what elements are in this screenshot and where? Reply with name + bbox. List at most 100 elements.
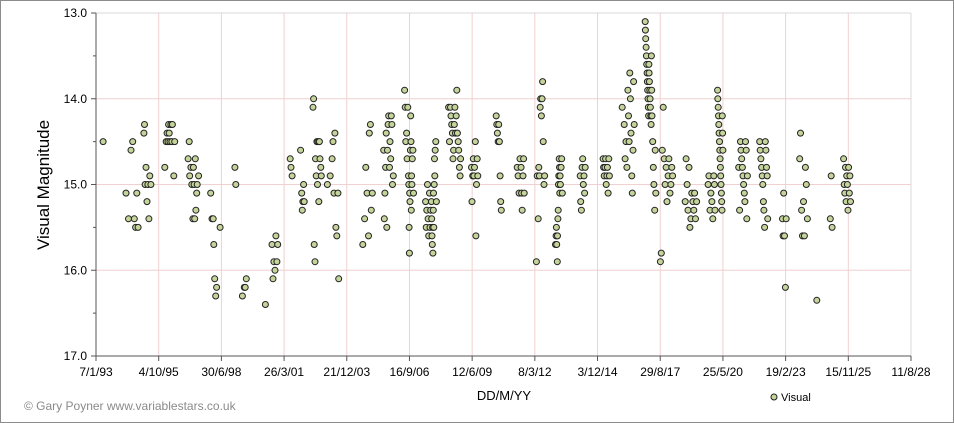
data-point xyxy=(125,215,132,223)
data-point xyxy=(741,198,749,206)
data-point xyxy=(649,163,657,171)
data-point xyxy=(580,172,588,180)
data-point xyxy=(708,198,716,206)
data-point xyxy=(127,146,135,154)
data-point xyxy=(495,121,503,128)
data-point xyxy=(641,18,649,26)
data-point xyxy=(449,155,457,163)
data-point xyxy=(410,189,417,197)
data-point xyxy=(210,241,218,248)
data-point xyxy=(298,206,306,214)
axes xyxy=(91,12,912,361)
x-tick-label: 8/3/12 xyxy=(518,365,552,379)
x-tick-label: 30/6/98 xyxy=(201,365,241,379)
y-tick-label: 15.0 xyxy=(64,178,88,192)
x-tick-labels: 7/1/93 4/10/95 30/6/98 26/3/01 21/12/03 16/9/… xyxy=(79,365,931,379)
data-point xyxy=(539,78,547,86)
data-point xyxy=(474,172,482,180)
x-tick-label: 4/10/95 xyxy=(139,365,179,379)
data-point xyxy=(537,112,545,120)
data-point xyxy=(629,146,637,154)
data-point xyxy=(625,112,632,120)
data-point xyxy=(451,103,459,111)
data-point xyxy=(846,172,854,180)
data-point xyxy=(142,163,150,171)
data-point xyxy=(403,129,411,137)
data-point xyxy=(317,163,325,171)
data-point xyxy=(762,146,770,154)
data-point xyxy=(367,206,375,214)
data-point xyxy=(193,189,201,197)
data-point xyxy=(429,206,437,214)
data-point xyxy=(707,189,715,197)
data-point xyxy=(422,198,430,206)
data-point xyxy=(386,163,393,171)
data-point xyxy=(620,121,628,128)
data-point xyxy=(518,206,526,214)
data-point xyxy=(261,301,269,308)
data-point xyxy=(407,138,415,146)
data-point xyxy=(472,232,480,240)
x-tick-label: 19/2/23 xyxy=(766,365,806,379)
data-point xyxy=(271,266,279,274)
data-point xyxy=(763,172,771,180)
data-point xyxy=(718,112,726,120)
data-point xyxy=(193,181,201,188)
data-point xyxy=(428,215,436,223)
data-point xyxy=(681,198,689,206)
data-point xyxy=(122,189,130,197)
data-point xyxy=(495,138,503,146)
data-point xyxy=(168,121,176,128)
data-point xyxy=(717,181,725,188)
data-points xyxy=(99,18,854,308)
data-point xyxy=(401,86,409,94)
grid-lines xyxy=(96,12,912,356)
data-point xyxy=(405,249,413,257)
data-point xyxy=(604,189,612,197)
data-point xyxy=(268,241,276,248)
data-point xyxy=(669,172,677,180)
data-point xyxy=(216,223,224,231)
data-point xyxy=(781,232,788,240)
data-point xyxy=(387,112,395,120)
data-point xyxy=(300,198,308,206)
data-point xyxy=(763,163,770,171)
data-point xyxy=(300,181,308,188)
data-point xyxy=(165,129,173,137)
data-point xyxy=(519,172,527,180)
data-point xyxy=(642,35,650,43)
data-point xyxy=(389,172,397,180)
data-point xyxy=(847,198,854,206)
x-tick-label: 11/8/28 xyxy=(891,365,930,379)
data-point xyxy=(714,95,722,103)
legend: Visual xyxy=(770,392,811,404)
data-point xyxy=(359,241,367,248)
x-tick-label: 3/12/14 xyxy=(578,365,618,379)
data-point xyxy=(493,129,501,137)
data-point xyxy=(627,129,635,137)
data-point xyxy=(424,181,431,188)
x-tick-label: 16/9/06 xyxy=(389,365,429,379)
data-point xyxy=(630,78,638,86)
data-point xyxy=(432,138,440,146)
x-tick-label: 15/11/25 xyxy=(825,365,871,379)
data-point xyxy=(288,172,296,180)
data-point xyxy=(143,198,151,206)
data-point xyxy=(657,249,665,257)
data-point xyxy=(736,206,744,214)
data-point xyxy=(541,172,549,180)
data-point xyxy=(409,146,417,154)
data-point xyxy=(716,155,724,163)
data-point xyxy=(692,215,699,223)
data-point xyxy=(552,223,560,231)
data-point xyxy=(310,95,318,103)
data-point xyxy=(840,155,848,163)
data-point xyxy=(605,155,613,163)
y-tick-label: 13.0 xyxy=(64,6,88,20)
data-point xyxy=(273,258,281,266)
data-point xyxy=(802,181,810,188)
data-point xyxy=(759,198,767,206)
data-point xyxy=(843,181,851,188)
copyright-credit: © Gary Poyner www.variablestars.co.uk xyxy=(24,399,237,413)
data-point xyxy=(238,292,246,300)
